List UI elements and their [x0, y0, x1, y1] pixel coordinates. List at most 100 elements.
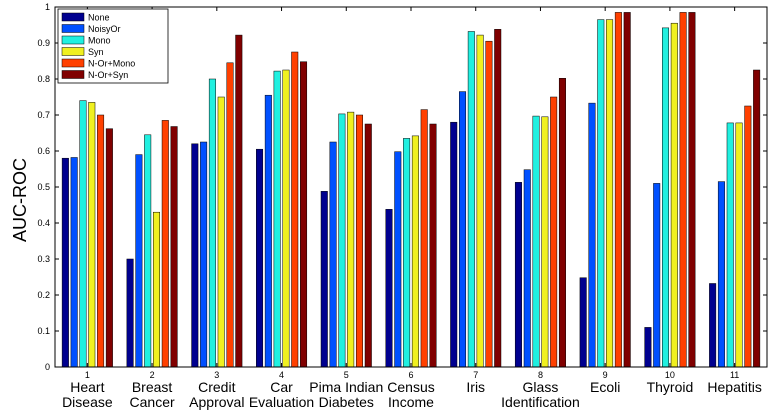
- bar-none-5: [320, 191, 328, 368]
- bar-mono-6: [403, 138, 411, 368]
- bar-noisyor-4: [264, 94, 272, 368]
- x-tick-index: 6: [408, 370, 413, 380]
- bar-n-or-syn-8: [558, 78, 566, 368]
- bar-noisyor-5: [329, 141, 337, 368]
- bar-mono-2: [144, 134, 152, 368]
- y-tick-label: 0.4: [37, 218, 50, 228]
- bar-mono-7: [467, 31, 475, 368]
- legend-label: N-Or+Syn: [88, 70, 128, 80]
- legend-swatch: [61, 35, 85, 45]
- x-tick-index: 3: [214, 370, 219, 380]
- bar-mono-11: [726, 122, 734, 368]
- bar-noisyor-7: [459, 91, 467, 368]
- x-tick-index: 4: [279, 370, 284, 380]
- y-tick-label: 0.8: [37, 74, 50, 84]
- category-label-line2: Approval: [189, 394, 244, 410]
- y-axis-label: AUC-ROC: [10, 158, 30, 242]
- bar-n-or-syn-3: [235, 34, 243, 368]
- bar-n-or-mono-2: [161, 120, 169, 368]
- legend-swatch: [61, 12, 85, 22]
- bar-n-or-mono-7: [485, 40, 493, 368]
- bar-mono-8: [532, 115, 540, 368]
- bar-mono-1: [79, 100, 87, 368]
- bar-syn-11: [735, 122, 743, 368]
- bar-syn-9: [606, 19, 614, 368]
- y-tick-label: 0.1: [37, 326, 50, 336]
- category-label-line2: Identification: [501, 394, 580, 410]
- bar-n-or-mono-1: [97, 114, 105, 368]
- bar-noisyor-10: [653, 183, 661, 368]
- bar-n-or-mono-6: [420, 109, 428, 368]
- category-label-line1: Credit: [198, 379, 235, 395]
- bar-n-or-mono-3: [226, 62, 234, 368]
- bar-noisyor-11: [717, 181, 725, 368]
- category-label-line1: Census: [387, 379, 434, 395]
- x-tick-index: 1: [85, 370, 90, 380]
- bar-syn-7: [476, 34, 484, 368]
- bar-noisyor-6: [394, 151, 402, 368]
- bar-n-or-mono-5: [355, 114, 363, 368]
- x-tick-index: 7: [473, 370, 478, 380]
- bar-n-or-syn-9: [623, 12, 631, 368]
- legend-label: None: [88, 13, 110, 23]
- legend-swatch: [61, 24, 85, 33]
- bar-n-or-mono-9: [614, 12, 622, 368]
- bar-n-or-syn-5: [364, 123, 372, 368]
- bar-none-7: [450, 121, 458, 368]
- x-tick-index: 11: [730, 370, 739, 380]
- legend-label: N-Or+Mono: [88, 59, 135, 69]
- y-axis-ticks: 0 0.1 0.2 0.3 0.4 0.5 0.6 0.7 0.8 0.9 1: [37, 2, 767, 372]
- category-label-line1: Hepatitis: [707, 379, 761, 395]
- bar-n-or-syn-11: [753, 69, 761, 368]
- legend-label: Mono: [88, 36, 111, 46]
- bar-mono-4: [273, 70, 281, 368]
- bar-none-6: [385, 209, 393, 368]
- category-label-line1: Pima Indian: [309, 379, 383, 395]
- bar-noisyor-3: [200, 141, 208, 368]
- legend-swatch: [61, 47, 85, 56]
- bar-n-or-syn-7: [494, 29, 502, 368]
- legend-label: Syn: [88, 47, 104, 57]
- legend-label: NoisyOr: [88, 24, 121, 34]
- bar-n-or-syn-10: [688, 12, 696, 368]
- bar-n-or-mono-4: [291, 51, 299, 368]
- y-tick-label: 0.7: [37, 110, 50, 120]
- bar-mono-3: [208, 78, 216, 368]
- bar-none-11: [709, 283, 717, 368]
- bar-mono-5: [338, 113, 346, 368]
- x-tick-index: 10: [665, 370, 675, 380]
- bar-none-3: [191, 143, 199, 368]
- bar-n-or-syn-6: [429, 123, 437, 368]
- bar-syn-5: [347, 111, 355, 368]
- bar-mono-9: [597, 19, 605, 368]
- bar-n-or-mono-11: [744, 105, 752, 368]
- legend-swatch: [61, 58, 85, 68]
- y-tick-label: 0.6: [37, 146, 50, 156]
- bar-none-9: [579, 277, 587, 368]
- category-label-line1: Breast: [132, 379, 173, 395]
- y-tick-label: 1: [45, 2, 50, 12]
- x-tick-index: 5: [344, 370, 349, 380]
- y-tick-label: 0.3: [37, 254, 50, 264]
- bar-noisyor-9: [588, 102, 596, 368]
- category-label-line1: Heart: [70, 379, 104, 395]
- category-label-line2: Cancer: [130, 394, 175, 410]
- bar-mono-10: [662, 27, 670, 368]
- category-label-line2: Income: [388, 394, 434, 410]
- category-label-line2: Disease: [62, 394, 113, 410]
- bar-noisyor-1: [70, 157, 78, 368]
- x-tick-index: 9: [603, 370, 608, 380]
- bar-noisyor-2: [135, 154, 143, 368]
- bar-n-or-syn-4: [300, 61, 308, 368]
- bar-syn-10: [670, 22, 678, 368]
- category-label-line2: Evaluation: [249, 394, 314, 410]
- bars-group: [61, 12, 761, 368]
- category-label-line1: Ecoli: [590, 379, 620, 395]
- bar-none-2: [126, 258, 134, 368]
- bar-none-8: [514, 182, 522, 368]
- bar-n-or-mono-10: [679, 12, 687, 368]
- bar-syn-6: [411, 135, 419, 368]
- category-label-line1: Car: [270, 379, 293, 395]
- category-label-line1: Glass: [523, 379, 559, 395]
